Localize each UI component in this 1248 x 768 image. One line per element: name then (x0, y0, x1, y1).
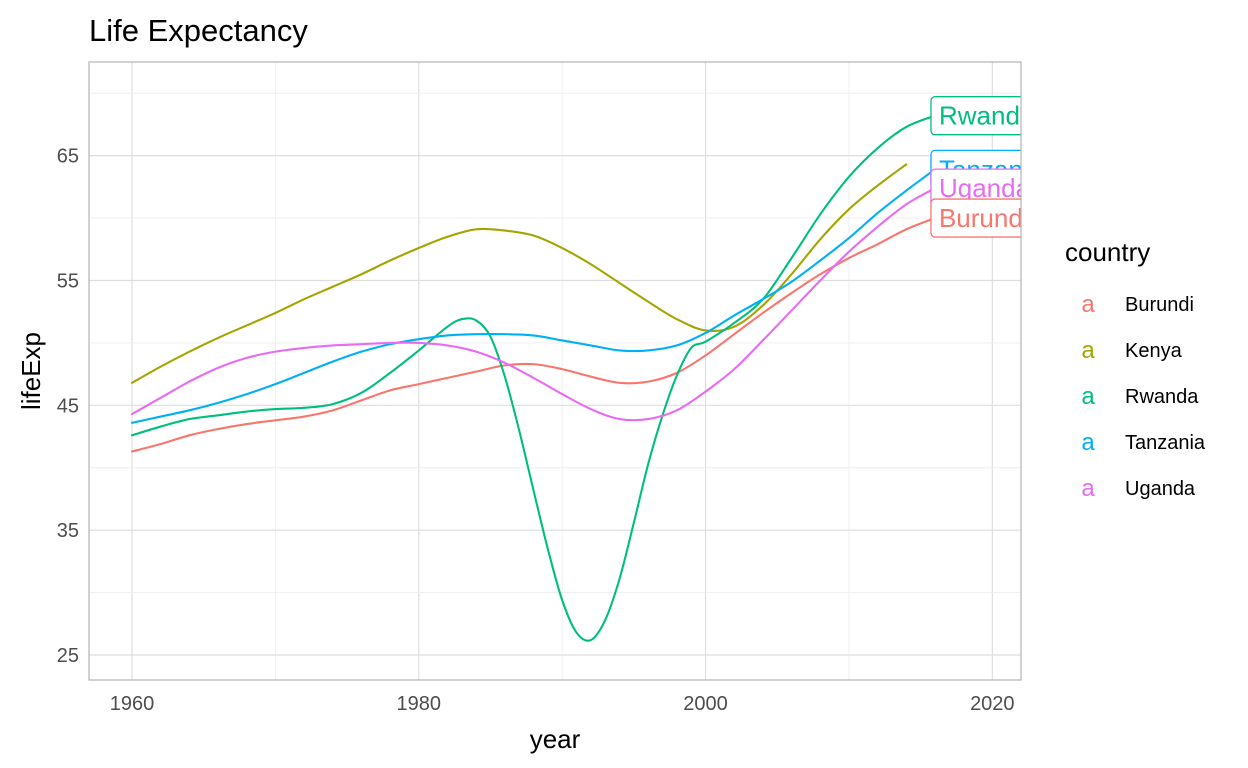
chart-title: Life Expectancy (89, 13, 308, 48)
legend: country a Burundi a Kenya a Rwanda a Tanzania a U… (1065, 237, 1206, 502)
legend-item-kenya: a Kenya (1081, 337, 1182, 364)
series-lines (130, 114, 937, 642)
legend-key-glyph: a (1081, 337, 1095, 364)
y-tick-label: 25 (57, 645, 79, 667)
grid-lines (89, 62, 1021, 680)
series-line-tanzania (130, 168, 937, 424)
y-axis-title: lifeExp (16, 332, 46, 410)
legend-key-glyph: a (1081, 429, 1095, 456)
end-label-rwanda: Rwanda (930, 96, 1035, 136)
series-line-burundi (130, 217, 937, 453)
x-tick-label: 1960 (110, 693, 155, 715)
legend-key-glyph: a (1081, 383, 1095, 410)
svg-text:Uganda: Uganda (939, 173, 1031, 203)
y-tick-label: 45 (57, 395, 79, 417)
x-tick-label: 2000 (683, 693, 728, 715)
legend-label: Uganda (1125, 478, 1196, 500)
legend-key-glyph: a (1081, 475, 1095, 502)
x-axis-ticks: 1960 1980 2000 2020 (110, 693, 1015, 715)
y-axis-ticks: 25 35 45 55 65 (57, 146, 79, 667)
panel-border (88, 61, 1022, 681)
series-line-kenya (130, 163, 908, 384)
end-label-burundi: Burundi (930, 198, 1029, 238)
legend-title: country (1065, 237, 1150, 267)
x-tick-label: 1980 (397, 693, 442, 715)
y-tick-label: 35 (57, 520, 79, 542)
svg-text:Burundi: Burundi (939, 203, 1029, 233)
svg-text:Rwanda: Rwanda (939, 101, 1035, 131)
legend-item-tanzania: a Tanzania (1081, 429, 1206, 456)
legend-label: Rwanda (1125, 386, 1199, 408)
end-labels: RwandaTanzaniaUgandaBurundi (930, 96, 1035, 238)
end-label-uganda: Uganda (930, 168, 1031, 208)
legend-item-rwanda: a Rwanda (1081, 383, 1199, 410)
legend-label: Burundi (1125, 294, 1194, 316)
legend-key-glyph: a (1081, 291, 1095, 318)
series-line-uganda (130, 187, 937, 422)
x-axis-title: year (530, 724, 581, 754)
legend-item-burundi: a Burundi (1081, 291, 1194, 318)
legend-label: Tanzania (1125, 432, 1206, 454)
y-tick-label: 55 (57, 270, 79, 292)
x-tick-label: 2020 (970, 693, 1015, 715)
y-tick-label: 65 (57, 146, 79, 168)
legend-label: Kenya (1125, 340, 1183, 362)
legend-item-uganda: a Uganda (1081, 475, 1196, 502)
